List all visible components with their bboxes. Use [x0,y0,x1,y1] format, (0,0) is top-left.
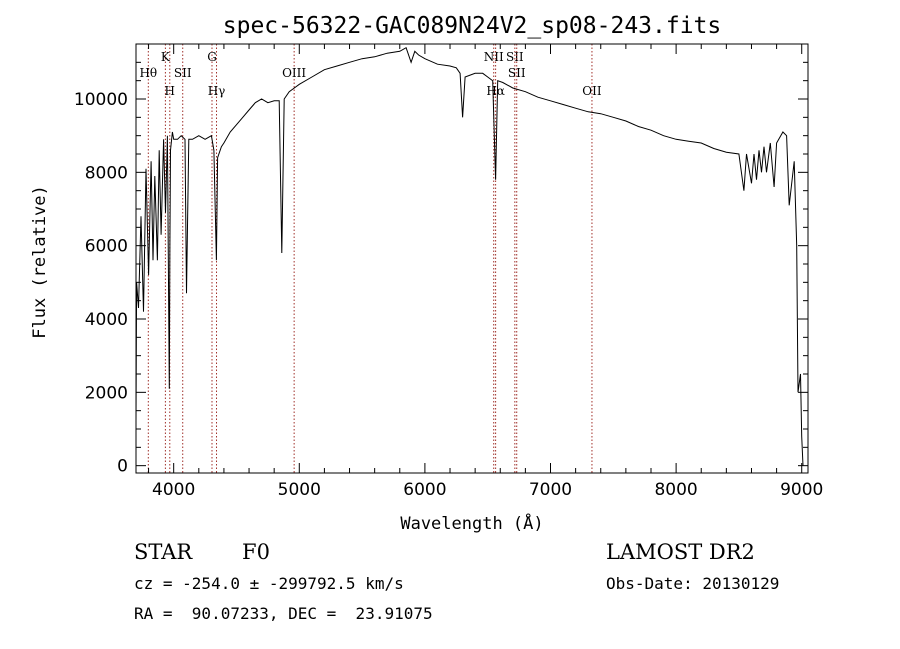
line-marker-label: Hγ [208,84,226,98]
x-axis-label: Wavelength (Å) [400,512,543,534]
subclass-label: F0 [242,540,270,564]
line-marker-label: Hθ [139,66,157,80]
class-label: STAR [134,540,193,564]
plot-frame [135,43,809,474]
line-marker-label: K [161,50,171,64]
line-marker-label: Hα [486,84,505,98]
line-marker-label: SII [506,50,524,64]
line-marker-label: OII [582,84,602,98]
y-tick-label: 4000 [85,310,128,330]
spectrum-series-line [135,46,804,466]
x-tick-label: 7000 [529,480,572,500]
y-tick-label: 0 [117,457,128,477]
y-axis-label: Flux (relative) [30,185,50,339]
x-tick-label: 5000 [278,480,321,500]
x-axis: 4000 5000 6000 7000 8000 9000 [148,44,823,500]
line-marker-label: SII [174,66,192,80]
line-marker-label: NII [484,50,504,64]
y-tick-label: 10000 [74,90,128,110]
x-tick-label: 9000 [780,480,823,500]
y-tick-label: 8000 [85,163,128,183]
line-marker-label: G [207,50,217,64]
survey-label: LAMOST DR2 [606,540,755,564]
y-tick-label: 6000 [85,237,128,257]
y-axis: 0 2000 4000 6000 8000 10000 [74,61,808,477]
obs-date-text: Obs-Date: 20130129 [606,574,780,593]
line-marker-label: OIII [282,66,306,80]
redshift-text: cz = -254.0 ± -299792.5 km/s [134,574,404,593]
line-marker-label: H [165,84,175,98]
line-marker-label: SII [508,66,526,80]
y-tick-label: 2000 [85,383,128,403]
x-tick-label: 6000 [403,480,446,500]
chart-title: spec-56322-GAC089N24V2_sp08-243.fits [223,13,722,39]
coordinates-text: RA = 90.07233, DEC = 23.91075 [134,604,433,623]
x-tick-label: 8000 [654,480,697,500]
x-tick-label: 4000 [152,480,195,500]
